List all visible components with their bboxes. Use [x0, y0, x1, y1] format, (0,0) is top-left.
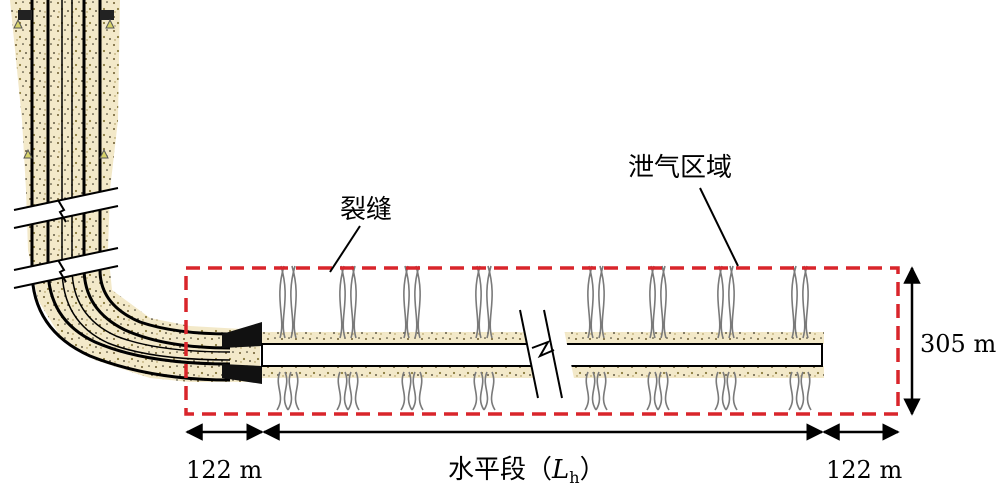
fracture-line [411, 371, 417, 411]
fracture-line [661, 265, 667, 339]
fracture-line [653, 371, 659, 411]
horizontal-length-label: 水平段（Lh） [448, 455, 606, 487]
fracture-line [336, 371, 342, 411]
fracture-line [415, 265, 421, 339]
fracture-line [795, 371, 801, 411]
fracture-line [725, 371, 731, 411]
fracture-line [591, 371, 597, 411]
casing-outer-left [30, 0, 231, 382]
fracture-set [714, 265, 738, 411]
fracture-line [279, 265, 285, 339]
fracture-line [404, 265, 410, 339]
fracture-set [276, 265, 300, 411]
marker-icon [105, 18, 115, 29]
fracture-line [657, 371, 663, 411]
fracture-line [803, 265, 809, 339]
fracture-line [487, 265, 493, 339]
fracture-line [717, 265, 723, 339]
fracture-line [650, 265, 656, 339]
fracture-line [403, 265, 409, 339]
fracture-line [732, 371, 738, 411]
break-symbol-vertical-2 [13, 247, 119, 289]
fracture-leader [329, 225, 361, 273]
fracture-line [649, 265, 655, 339]
fracture-line [294, 371, 300, 411]
fracture-line [276, 371, 282, 411]
packer-bottom [222, 364, 262, 384]
fracture-line [340, 265, 346, 339]
fracture-line [729, 265, 735, 339]
fracture-line [291, 265, 297, 339]
fracture-label: 裂缝 [340, 195, 392, 225]
fracture-line [799, 371, 805, 411]
leak-zone-leader [699, 187, 739, 267]
fracture-line [490, 371, 496, 411]
fracture-line [339, 265, 345, 339]
fracture-line [792, 265, 798, 339]
fracture-line [806, 371, 812, 411]
fracture-line [472, 371, 478, 411]
fracture-line [788, 371, 794, 411]
fracture-line [588, 265, 594, 339]
fracture-line [584, 371, 590, 411]
marker-icon [23, 148, 33, 159]
fracture-line [407, 371, 413, 411]
fracture-line [414, 265, 420, 339]
marker-icon [99, 148, 109, 159]
fracture-line [290, 265, 296, 339]
fracture-line [598, 265, 604, 339]
fracture-line [721, 371, 727, 411]
fracture-line [476, 265, 482, 339]
fracture-line [728, 265, 734, 339]
fracture-set [788, 265, 812, 411]
fracture-line [479, 371, 485, 411]
fracture-line [660, 265, 666, 339]
fracture-line [475, 265, 481, 339]
fracture-line [714, 371, 720, 411]
break-symbol-vertical-1 [13, 187, 119, 229]
fracture-line [350, 265, 356, 339]
casing-outer-right [98, 0, 231, 336]
fracture-line [602, 371, 608, 411]
leak-zone-box [184, 266, 900, 416]
fracture-line [595, 371, 601, 411]
fracture-set [646, 265, 670, 411]
fracture-line [351, 265, 357, 339]
fracture-line [280, 265, 286, 339]
fracture-group [276, 265, 812, 411]
fracture-line [400, 371, 406, 411]
fracture-line [791, 265, 797, 339]
fracture-set [336, 265, 360, 411]
fracture-line [283, 371, 289, 411]
fracture-set [472, 265, 496, 411]
fracture-line [802, 265, 808, 339]
vertical-wellbore [10, 0, 262, 384]
right-offset-label: 122 m [826, 456, 902, 484]
fracture-line [343, 371, 349, 411]
fracture-line [483, 371, 489, 411]
fracture-line [599, 265, 605, 339]
leak-zone-label: 泄气区域 [628, 153, 732, 183]
fracture-line [418, 371, 424, 411]
left-offset-label: 122 m [186, 456, 262, 484]
fracture-set [584, 265, 608, 411]
fracture-line [587, 265, 593, 339]
fracture-line [646, 371, 652, 411]
fracture-line [354, 371, 360, 411]
packer-top [222, 322, 262, 348]
fracture-set [400, 265, 424, 411]
fracture-line [347, 371, 353, 411]
tubing-right [82, 0, 231, 350]
fracture-line [718, 265, 724, 339]
height-label: 305 m [920, 330, 996, 358]
fracture-line [486, 265, 492, 339]
tubing-left [46, 0, 231, 366]
horizontal-wellbore [261, 309, 824, 399]
fracture-line [287, 371, 293, 411]
break-symbol-horizontal [519, 309, 578, 399]
fracture-line [664, 371, 670, 411]
marker-icon [13, 18, 23, 29]
